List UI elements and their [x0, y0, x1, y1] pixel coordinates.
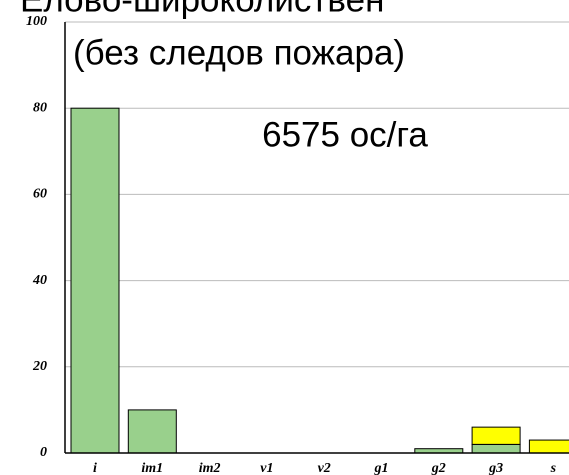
bar-segment [471, 443, 521, 454]
y-tick-label: 40 [32, 273, 47, 288]
bar-segment [528, 439, 569, 454]
bar-segment [70, 107, 120, 454]
x-tick-label: g3 [488, 461, 503, 475]
x-tick-label: i [93, 461, 97, 475]
x-tick-label: v2 [318, 461, 331, 475]
x-tick-label: g2 [431, 461, 446, 475]
bar-segment [127, 409, 177, 454]
chart-subtitle: (без следов пожара) [73, 33, 405, 72]
x-tick-label: s [550, 461, 557, 475]
y-tick-label: 80 [33, 100, 47, 115]
y-tick-label: 20 [32, 359, 47, 374]
x-tick-label: v1 [260, 461, 273, 475]
y-tick-label: 60 [33, 187, 47, 202]
x-tick-label: im2 [199, 461, 221, 475]
y-tick-label: 100 [26, 14, 47, 29]
x-tick-label: g1 [374, 461, 389, 475]
bar-segment [471, 426, 521, 445]
x-tick-label: im1 [141, 461, 163, 475]
annotation: 6575 ос/га [262, 115, 428, 154]
y-tick-label: 0 [40, 445, 47, 460]
chart-title: Елово-широколиствен [20, 0, 384, 19]
